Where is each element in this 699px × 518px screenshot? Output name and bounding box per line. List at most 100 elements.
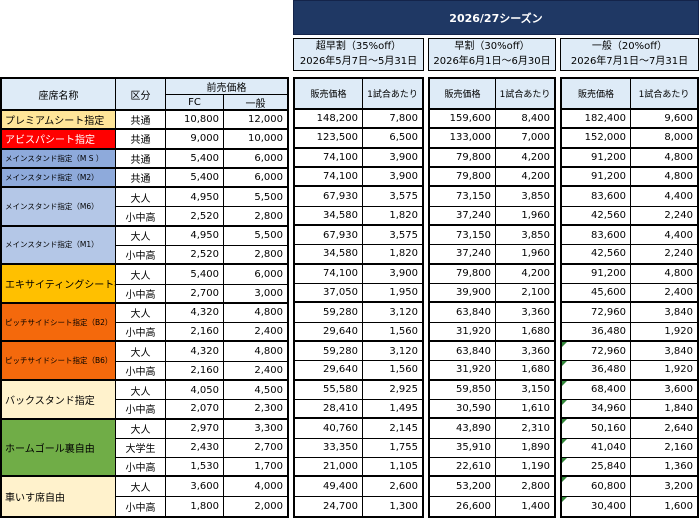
- sale-price-cell: 29,640: [295, 361, 363, 381]
- category-cell: 共通: [116, 130, 166, 150]
- per-game-price-cell: 1,560: [363, 322, 422, 342]
- tier-header-early: 早割（30%off） 2026年6月1日～6月30日: [428, 38, 556, 71]
- tier-dates: 2026年6月1日～6月30日: [433, 55, 551, 67]
- per-game-price-cell: 2,800: [496, 477, 554, 497]
- per-game-price-cell: 4,400: [631, 226, 697, 246]
- per-game-price-cell: 1,400: [496, 496, 554, 516]
- sale-price-cell: 50,160: [562, 419, 631, 439]
- sale-price-cell: 55,580: [295, 380, 363, 400]
- sale-price-cell: 182,400: [562, 110, 631, 130]
- sale-price-cell: 59,280: [295, 303, 363, 323]
- fc-price-cell: 9,000: [166, 130, 224, 150]
- sale-price-cell: 74,100: [295, 264, 363, 284]
- per-game-price-cell: 4,200: [496, 168, 554, 188]
- per-game-price-cell: 8,000: [631, 129, 697, 149]
- per-game-header: 1試合あたり: [496, 79, 554, 110]
- general-price-cell: 2,400: [224, 361, 287, 381]
- per-game-price-cell: 1,950: [363, 284, 422, 304]
- general-price-cell: 5,500: [224, 226, 287, 246]
- per-game-price-cell: 4,800: [631, 264, 697, 284]
- general-price-cell: 2,300: [224, 400, 287, 420]
- per-game-price-cell: 2,145: [363, 419, 422, 439]
- per-game-price-cell: 1,755: [363, 438, 422, 458]
- seat-name-cell: ホームゴール裏自由: [2, 419, 116, 478]
- category-cell: 小中高: [116, 400, 166, 420]
- sale-price-cell: 21,000: [295, 458, 363, 478]
- sale-price-header: 販売価格: [295, 79, 363, 110]
- fc-price-cell: 3,600: [166, 477, 224, 497]
- per-game-price-cell: 4,400: [631, 187, 697, 207]
- per-game-price-cell: 2,240: [631, 245, 697, 265]
- per-game-price-cell: 3,840: [631, 342, 697, 362]
- cell-corner-marker-icon: [562, 458, 567, 463]
- cell-corner-marker-icon: [562, 342, 567, 347]
- category-cell: 大人: [116, 265, 166, 285]
- sale-price-cell: 49,400: [295, 477, 363, 497]
- seat-name-cell: エキサイティングシート指定: [2, 265, 116, 304]
- category-header: 区分: [116, 79, 166, 111]
- sale-price-cell: 148,200: [295, 110, 363, 130]
- sale-price-cell: 34,960: [562, 400, 631, 420]
- per-game-header: 1試合あたり: [631, 79, 697, 110]
- seat-name-cell: バックスタンド指定: [2, 381, 116, 420]
- category-cell: 大人: [116, 188, 166, 208]
- seat-name-cell: 車いす席自由: [2, 477, 116, 516]
- per-game-price-cell: 3,150: [496, 380, 554, 400]
- general-price-cell: 3,300: [224, 419, 287, 439]
- sale-price-cell: 79,800: [430, 168, 496, 188]
- general-price-cell: 10,000: [224, 130, 287, 150]
- sale-price-cell: 22,610: [430, 458, 496, 478]
- tier-dates: 2026年7月1日～7月31日: [570, 55, 689, 67]
- general-price-cell: 6,000: [224, 168, 287, 189]
- general-price-cell: 4,800: [224, 303, 287, 324]
- per-game-price-cell: 2,160: [631, 438, 697, 458]
- fc-price-cell: 5,400: [166, 149, 224, 169]
- sale-price-cell: 33,350: [295, 438, 363, 458]
- per-game-price-cell: 1,105: [363, 458, 422, 478]
- fc-price-cell: 2,430: [166, 438, 224, 459]
- fc-price-cell: 2,700: [166, 284, 224, 304]
- sale-price-cell: 34,580: [295, 245, 363, 265]
- cell-corner-marker-icon: [562, 496, 567, 502]
- fc-price-cell: 2,520: [166, 246, 224, 266]
- sale-price-cell: 59,280: [295, 342, 363, 362]
- per-game-price-cell: 1,610: [496, 400, 554, 420]
- sale-price-cell: 42,560: [562, 206, 631, 226]
- sale-price-cell: 42,560: [562, 245, 631, 265]
- fc-price-cell: 5,400: [166, 265, 224, 285]
- sale-price-cell: 30,590: [430, 400, 496, 420]
- sale-price-cell: 29,640: [295, 322, 363, 342]
- sale-price-cell: 133,000: [430, 129, 496, 149]
- per-game-price-cell: 1,190: [496, 458, 554, 478]
- per-game-price-cell: 1,600: [631, 496, 697, 516]
- general-header: 一般: [224, 95, 287, 111]
- general-price-cell: 1,700: [224, 458, 287, 478]
- sale-price-cell: 24,700: [295, 496, 363, 516]
- per-game-price-cell: 3,575: [363, 226, 422, 246]
- sale-price-cell: 79,800: [430, 148, 496, 168]
- category-cell: 小中高: [116, 207, 166, 227]
- seat-name-cell: メインスタンド指定（M6）: [2, 188, 116, 227]
- category-cell: 小中高: [116, 284, 166, 304]
- category-cell: 大人: [116, 226, 166, 246]
- per-game-price-cell: 3,850: [496, 187, 554, 207]
- per-game-price-cell: 2,100: [496, 284, 554, 304]
- per-game-price-cell: 3,900: [363, 264, 422, 284]
- per-game-price-cell: 3,575: [363, 187, 422, 207]
- sale-price-cell: 28,410: [295, 400, 363, 420]
- per-game-price-cell: 3,120: [363, 303, 422, 323]
- fc-price-cell: 1,800: [166, 496, 224, 516]
- sale-price-cell: 37,050: [295, 284, 363, 304]
- per-game-price-cell: 3,900: [363, 148, 422, 168]
- sale-price-cell: 91,200: [562, 168, 631, 188]
- sale-price-cell: 43,890: [430, 419, 496, 439]
- tier-header-general: 一般（20%off） 2026年7月1日～7月31日: [560, 38, 699, 71]
- sale-price-cell: 123,500: [295, 129, 363, 149]
- general-price-cell: 2,700: [224, 438, 287, 459]
- left-price-block: 座席名称 区分 前売価格 FC 一般 プレミアムシート指定 共通 10,800 12,000 アビ…: [0, 77, 289, 518]
- sale-price-cell: 36,480: [562, 361, 631, 381]
- per-game-price-cell: 1,820: [363, 206, 422, 226]
- fc-price-cell: 4,950: [166, 188, 224, 208]
- seat-name-cell: ピッチサイドシート指定（B6）: [2, 342, 116, 381]
